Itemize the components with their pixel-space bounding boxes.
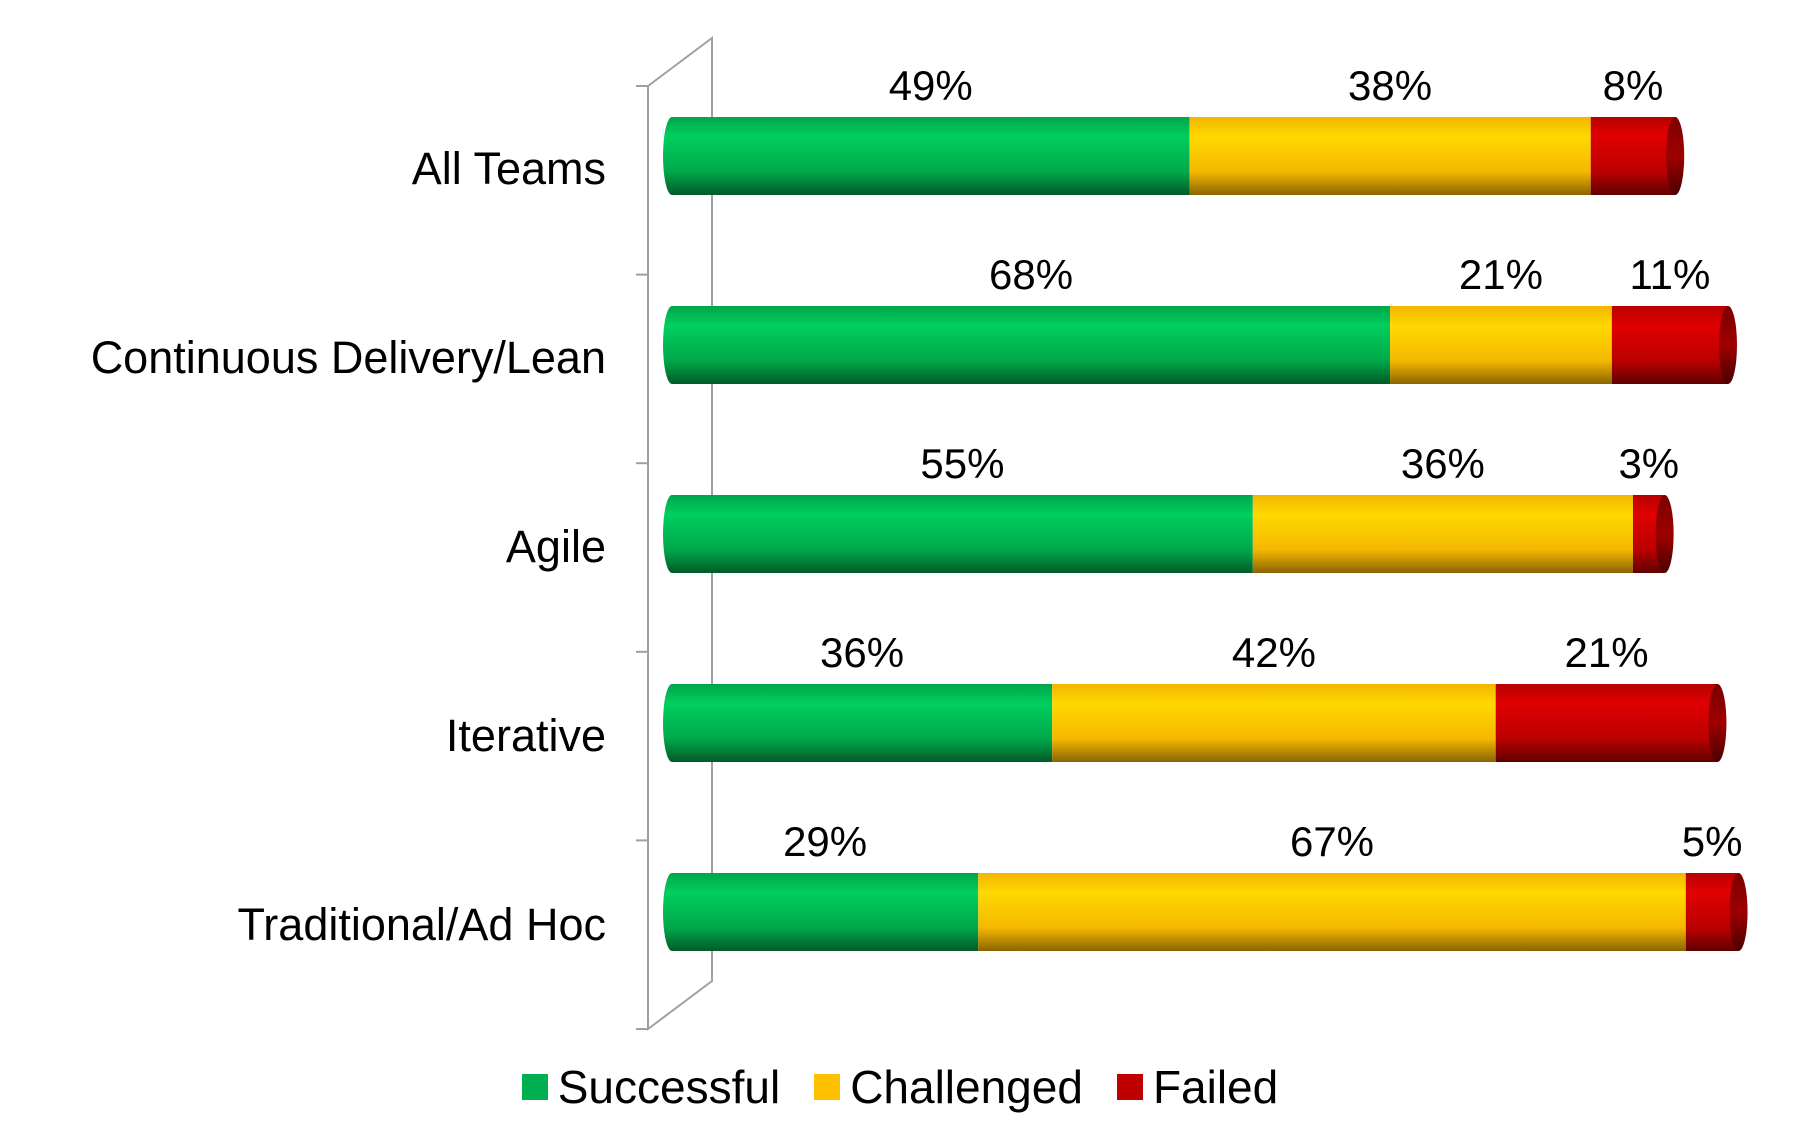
data-label-challenged: 21% [1459, 251, 1543, 298]
data-labels: 49% 38% 8% 68% 21% 11% 55% 36% 3% 36% 42% 21% 29% 67%… [783, 62, 1742, 865]
bar-segment-successful [672, 117, 1190, 195]
bar-segment-failed [1495, 684, 1718, 762]
bar-segment-successful [672, 684, 1053, 762]
bar-cap-left [663, 306, 681, 384]
category-label: Agile [506, 521, 606, 572]
bar-segment-failed [1590, 117, 1676, 195]
data-label-successful: 29% [783, 818, 867, 865]
legend-item-challenged: Challenged [814, 1060, 1083, 1114]
bar-segment-challenged [1390, 306, 1612, 384]
bar-segment-challenged [1052, 684, 1496, 762]
bars [663, 117, 1748, 951]
category-axis: All Teams Continuous Delivery/Lean Agile It… [91, 36, 713, 1031]
data-label-successful: 49% [889, 62, 973, 109]
legend-swatch [1116, 1074, 1143, 1100]
data-label-failed: 21% [1565, 629, 1649, 676]
legend-swatch [814, 1074, 841, 1100]
bar-segment-successful [672, 495, 1253, 573]
bar-segment-successful [672, 873, 979, 951]
data-label-failed: 5% [1682, 818, 1743, 865]
category-label: All Teams [412, 143, 606, 194]
legend-item-failed: Failed [1116, 1060, 1279, 1114]
data-label-challenged: 36% [1401, 440, 1485, 487]
data-label-failed: 3% [1618, 440, 1679, 487]
bar-cap-left [663, 684, 681, 762]
bar-cap-right [1719, 306, 1737, 384]
bar-cap-right [1729, 873, 1748, 951]
data-label-challenged: 67% [1290, 818, 1374, 865]
legend: Successful Challenged Failed [0, 1060, 1800, 1114]
data-label-successful: 36% [820, 629, 904, 676]
bar-cap-right [1708, 684, 1727, 762]
bar-cap-right [1666, 117, 1685, 195]
bar-segment-challenged [1252, 495, 1633, 573]
legend-swatch [521, 1074, 548, 1100]
data-label-successful: 55% [920, 440, 1004, 487]
data-label-challenged: 38% [1348, 62, 1432, 109]
legend-label: Failed [1152, 1061, 1279, 1113]
bar-segment-successful [672, 306, 1391, 384]
legend-label: Successful [557, 1061, 781, 1113]
bar-cap-left [663, 495, 681, 573]
category-label: Continuous Delivery/Lean [91, 332, 606, 383]
bar-segment-challenged [978, 873, 1686, 951]
category-label: Traditional/Ad Hoc [237, 899, 606, 950]
data-label-challenged: 42% [1232, 629, 1316, 676]
category-label: Iterative [446, 710, 606, 761]
data-label-failed: 11% [1629, 251, 1710, 298]
data-label-successful: 68% [989, 251, 1073, 298]
bar-cap-left [663, 117, 681, 195]
axis-wall [647, 36, 713, 1031]
bar-segment-failed [1611, 306, 1728, 384]
legend-label: Challenged [850, 1061, 1083, 1113]
legend-item-successful: Successful [521, 1060, 781, 1114]
bar-cap-right [1655, 495, 1674, 573]
bar-segment-challenged [1189, 117, 1591, 195]
bar-cap-left [663, 873, 681, 951]
data-label-failed: 8% [1603, 62, 1664, 109]
